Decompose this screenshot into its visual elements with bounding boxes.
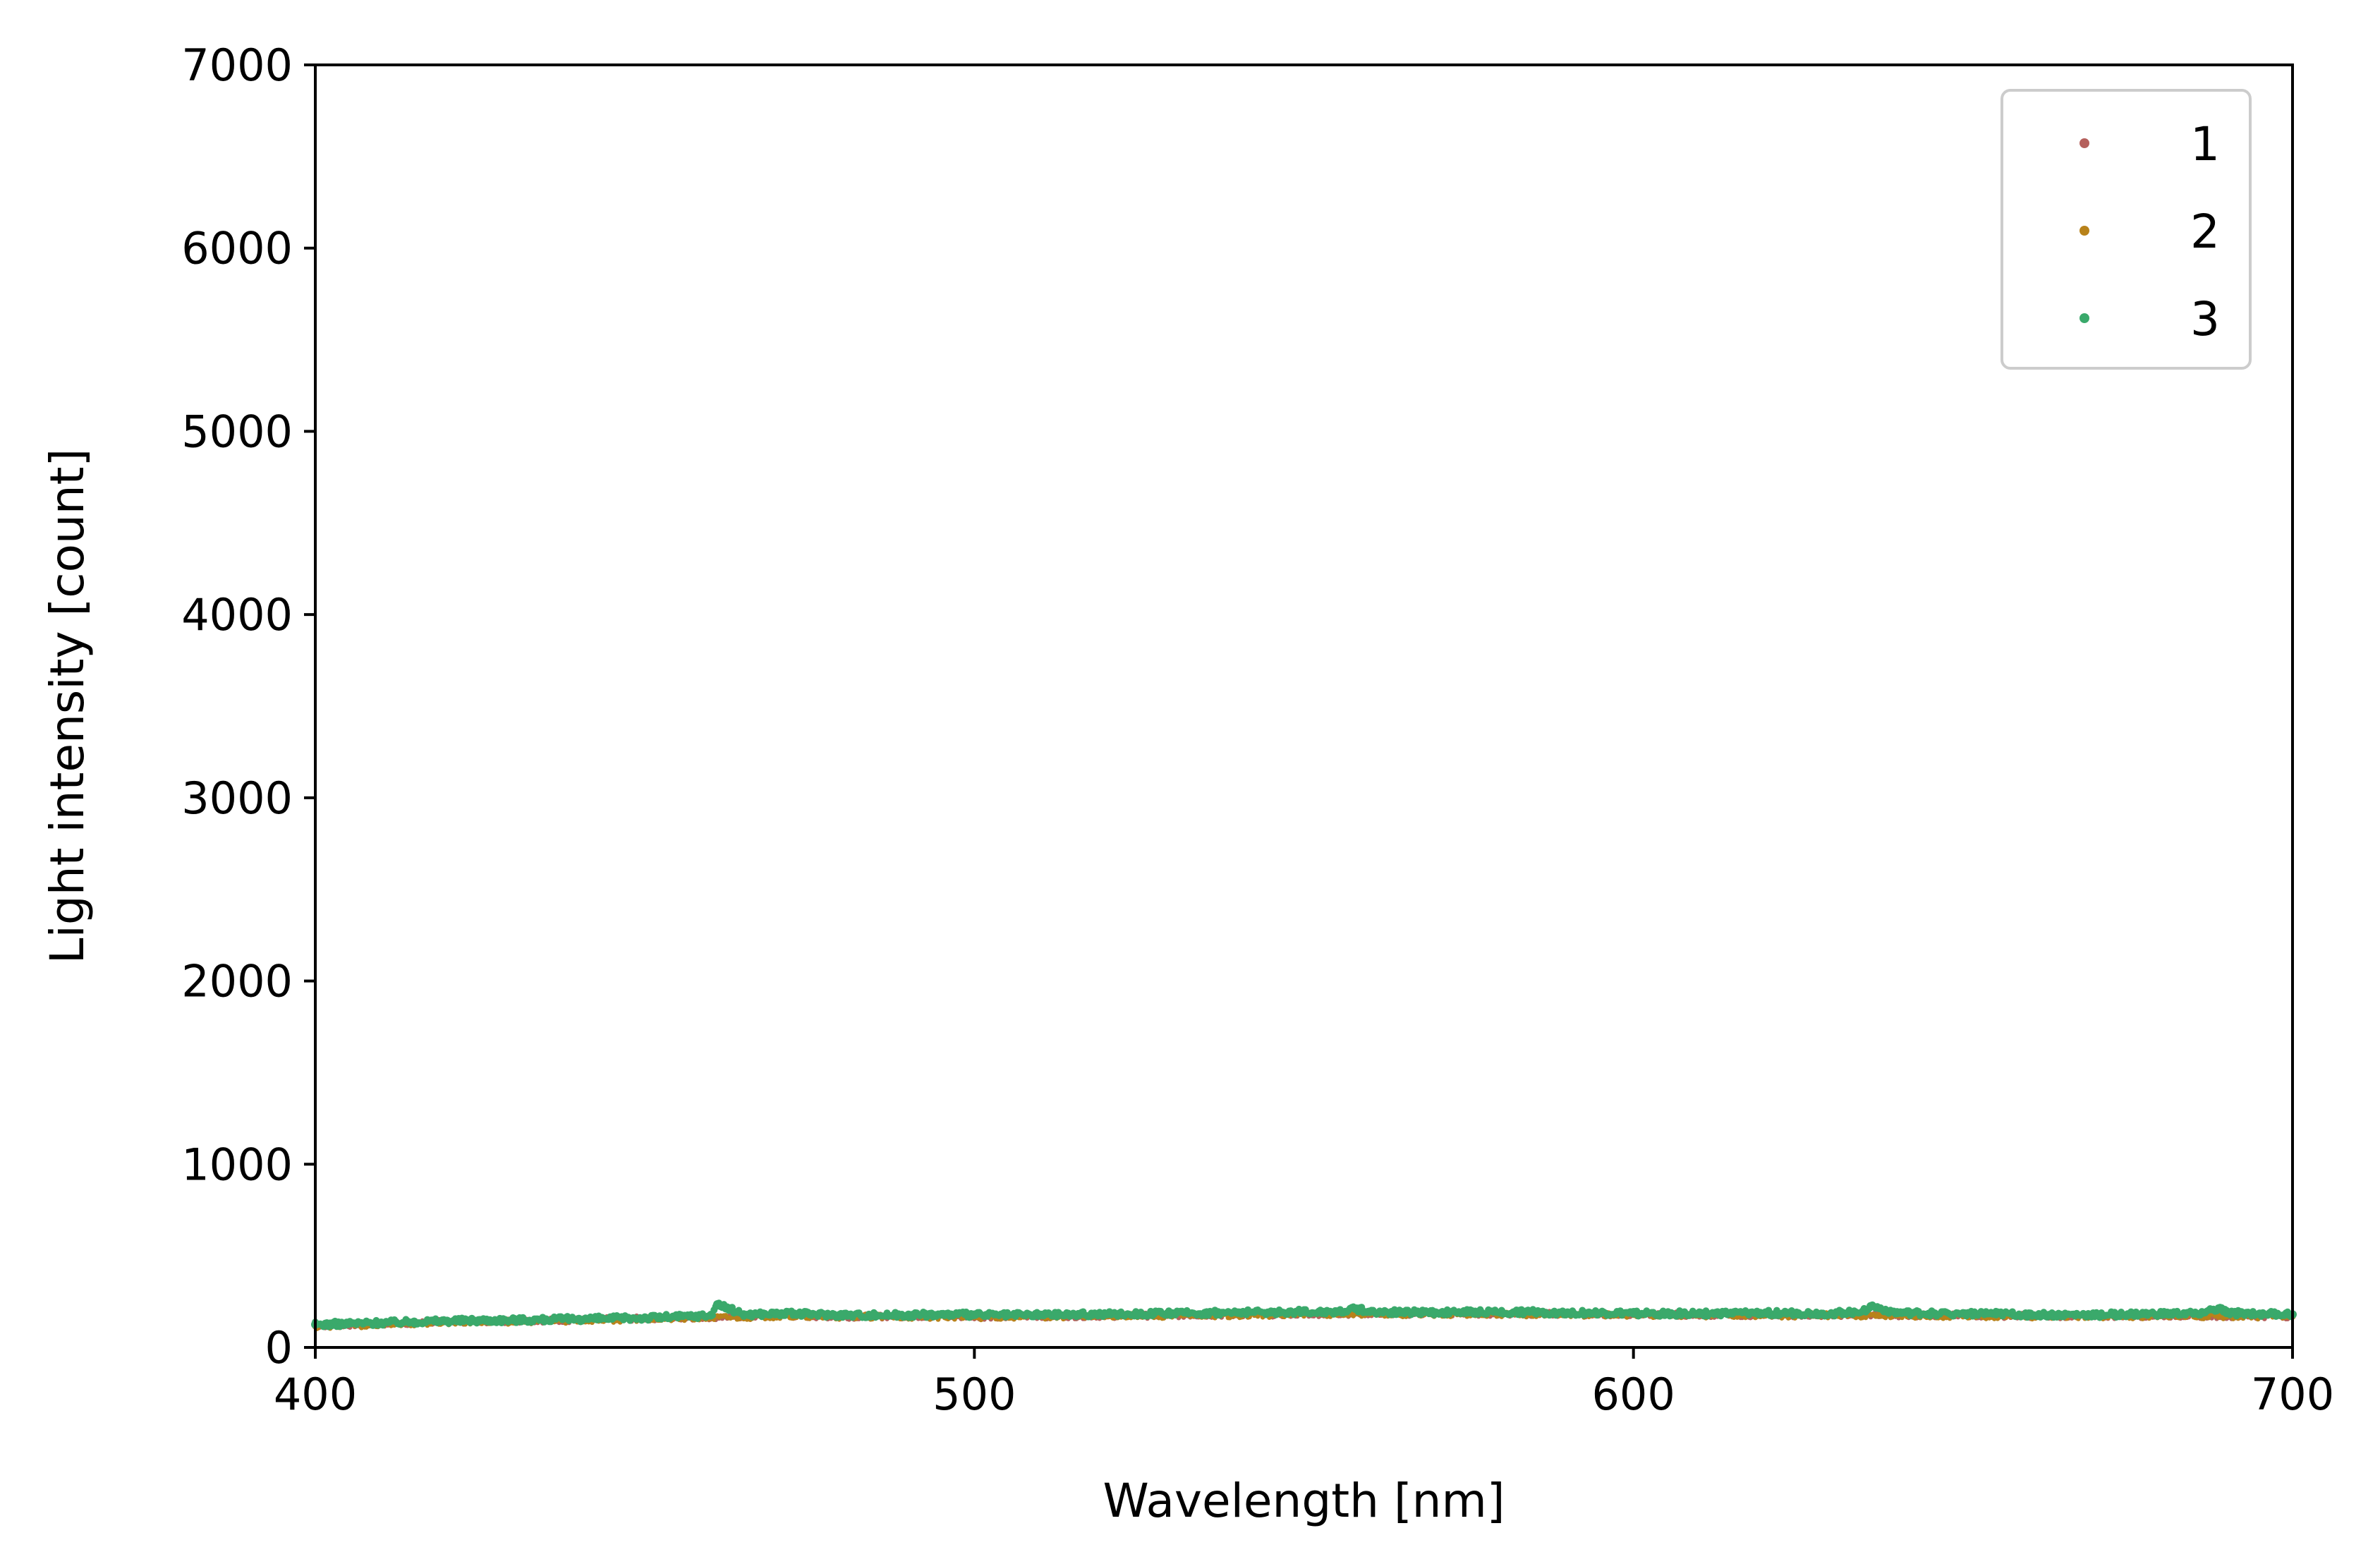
data-point (1563, 1308, 1572, 1317)
data-point (1398, 1308, 1407, 1317)
data-point (2216, 1304, 2225, 1314)
data-point (1826, 1309, 1835, 1319)
data-point (2222, 1309, 2231, 1318)
data-point (607, 1314, 617, 1323)
data-point (1662, 1309, 1671, 1318)
y-tick-label: 3000 (181, 772, 293, 824)
data-point (937, 1310, 946, 1319)
x-axis-ticks: 400 500 600 700 (274, 1347, 2334, 1420)
legend-entry-label: 2 (2190, 205, 2220, 259)
data-point (1629, 1309, 1638, 1318)
legend-marker (2080, 226, 2089, 236)
data-point (2156, 1309, 2166, 1319)
data-point (2123, 1310, 2132, 1319)
y-tick-label: 4000 (181, 589, 293, 641)
y-axis-label: Light intensity [count] (40, 449, 95, 964)
data-point (1299, 1307, 1309, 1316)
data-point (1365, 1307, 1374, 1316)
legend-box (2000, 89, 2252, 370)
data-point (640, 1313, 650, 1322)
data-point (574, 1314, 583, 1323)
y-tick-label: 2000 (181, 956, 293, 1007)
data-point (1431, 1308, 1440, 1317)
data-point (1794, 1309, 1803, 1318)
x-tick-label: 500 (933, 1369, 1016, 1420)
data-point (1728, 1309, 1737, 1318)
data-point (1893, 1309, 1902, 1318)
data-point (1266, 1308, 1275, 1317)
data-point (904, 1310, 913, 1319)
data-point (970, 1310, 979, 1319)
x-tick-label: 400 (274, 1369, 357, 1420)
legend-entry-label: 1 (2190, 117, 2220, 171)
y-tick-label: 1000 (181, 1139, 293, 1190)
y-tick-label: 7000 (181, 40, 293, 91)
data-point (410, 1317, 419, 1326)
data-point (1912, 1316, 1918, 1321)
plot-marks (311, 1299, 2297, 1331)
data-point (1926, 1309, 1935, 1318)
legend-entry-label: 3 (2190, 292, 2220, 346)
x-tick-label: 700 (2251, 1369, 2334, 1420)
data-point (1530, 1308, 1539, 1317)
data-point (442, 1316, 451, 1326)
data-point (2057, 1311, 2066, 1320)
data-point (1991, 1309, 2000, 1319)
data-point (509, 1316, 518, 1325)
data-point (706, 1311, 715, 1320)
data-point (542, 1315, 551, 1324)
data-point (1596, 1309, 1605, 1318)
data-point (1761, 1309, 1770, 1318)
data-point (739, 1310, 748, 1319)
data-point (838, 1310, 847, 1319)
data-point (2024, 1310, 2034, 1319)
data-point (1102, 1309, 1111, 1319)
y-tick-label: 6000 (181, 223, 293, 274)
data-point (772, 1309, 782, 1318)
y-tick-label: 5000 (181, 406, 293, 457)
data-point (377, 1318, 386, 1327)
data-point (1695, 1309, 1704, 1319)
data-point (871, 1311, 880, 1320)
legend: 1 2 3 (2000, 89, 2252, 370)
data-point (1167, 1309, 1177, 1318)
data-point (1134, 1309, 1143, 1319)
y-tick-label: 0 (265, 1322, 293, 1374)
data-point (1497, 1307, 1506, 1316)
data-point (673, 1312, 682, 1321)
data-point (344, 1319, 353, 1328)
data-point (1866, 1302, 1876, 1311)
data-point (805, 1309, 814, 1319)
legend-marker (2080, 138, 2089, 148)
data-point (1958, 1309, 1967, 1318)
plot-area-frame (314, 63, 2294, 1349)
data-point (1036, 1310, 1045, 1319)
data-point (2255, 1309, 2264, 1319)
data-point (1332, 1307, 1342, 1316)
legend-marker (2080, 313, 2089, 323)
data-point (1859, 1307, 1869, 1316)
data-point (1069, 1310, 1078, 1319)
data-point (1201, 1309, 1210, 1318)
data-point (2189, 1309, 2198, 1318)
series-3 (311, 1299, 2297, 1330)
data-point (1003, 1311, 1012, 1320)
data-point (1464, 1308, 1474, 1317)
data-point (1234, 1308, 1243, 1317)
data-point (712, 1299, 722, 1309)
data-point (2090, 1310, 2099, 1319)
x-tick-label: 600 (1591, 1369, 1675, 1420)
x-axis-label: Wavelength [nm] (1103, 1474, 1505, 1528)
data-point (475, 1316, 485, 1325)
y-axis-ticks: 0 1000 2000 3000 4000 5000 6000 7000 (181, 40, 315, 1374)
data-point (1352, 1304, 1361, 1314)
